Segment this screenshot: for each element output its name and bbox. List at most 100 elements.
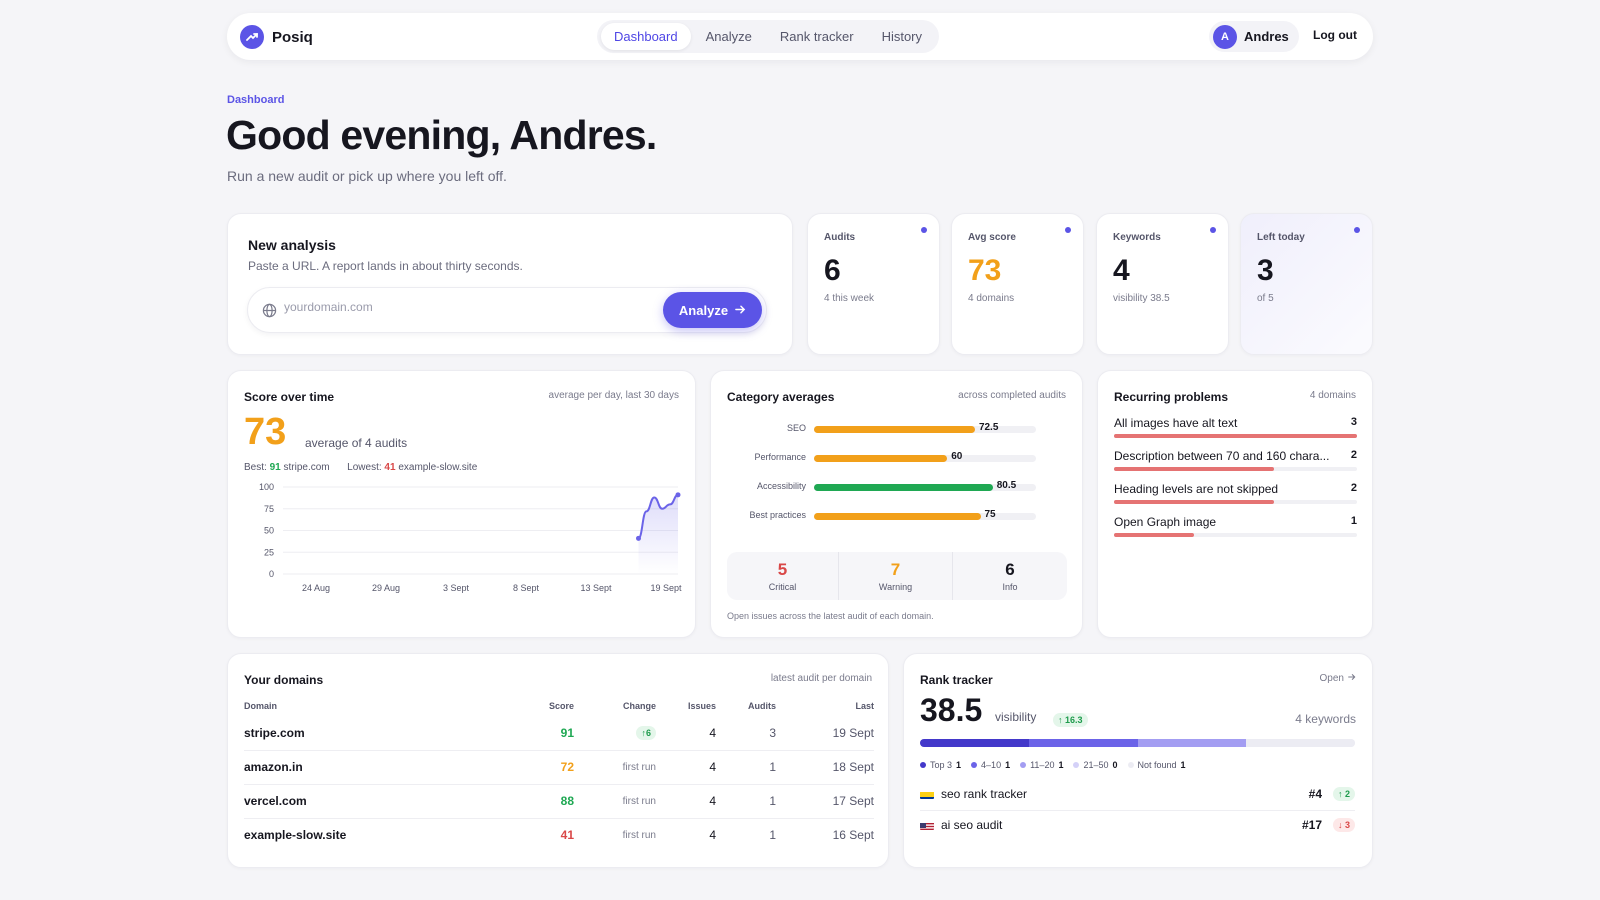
score-chart: 100 75 50 25 0 24 Aug 29 Aug 3 Sept 8 Sept 13 Sep…: [259, 482, 682, 593]
domain-change: ↑6: [574, 716, 656, 751]
stat-label: Avg score: [968, 232, 1016, 243]
domain-audits: 3: [716, 716, 776, 751]
domain-name: example-slow.site: [244, 828, 347, 843]
keyword-rank: #4: [1308, 787, 1322, 801]
category-label: Best practices: [749, 510, 806, 520]
visibility-value: 38.5: [920, 692, 983, 728]
user-name: Andres: [1244, 29, 1289, 44]
domain-issues: 4: [656, 784, 716, 819]
page-title: Good evening, Andres.: [226, 112, 657, 158]
brand[interactable]: Posiq: [240, 25, 313, 49]
score-over-time-card: Score over time average per day, last 30…: [227, 370, 696, 638]
category-label: SEO: [786, 423, 806, 433]
problem-text: Open Graph image: [1114, 515, 1217, 529]
tab-history[interactable]: History: [881, 29, 923, 44]
us-flag-icon: [920, 820, 934, 830]
user-menu[interactable]: A Andres: [1209, 21, 1299, 52]
problem-text: Description between 70 and 160 chara...: [1114, 449, 1330, 463]
rank-open-link[interactable]: Open: [1320, 673, 1356, 684]
category-title: Category averages: [727, 390, 835, 404]
category-bar: [814, 426, 975, 433]
analyze-button[interactable]: Analyze: [663, 292, 762, 328]
stat-card-left-today: Left today 3 of 5: [1240, 213, 1373, 355]
rank-bucket-segment: [1246, 739, 1355, 747]
keyword-row[interactable]: ai seo audit #17 ↓ 3: [920, 812, 1355, 842]
column-header[interactable]: Issues: [687, 701, 716, 711]
domain-change: first run: [622, 829, 656, 841]
y-tick-label: 50: [264, 526, 274, 536]
keyword-row[interactable]: seo rank tracker #4 ↑ 2: [920, 781, 1355, 811]
arrow-right-icon: [1348, 673, 1356, 684]
category-label: Accessibility: [756, 481, 806, 491]
stat-card-keywords: Keywords 4 visibility 38.5: [1096, 213, 1229, 355]
problem-count: 3: [1350, 416, 1357, 428]
table-row[interactable]: vercel.com 88 first run 4 1 17 Sept: [244, 784, 874, 819]
category-bar: [814, 513, 981, 520]
column-header[interactable]: Audits: [748, 701, 776, 711]
globe-icon: [262, 303, 277, 323]
severity-warning: 7 Warning: [839, 552, 953, 600]
tab-analyze[interactable]: Analyze: [705, 29, 752, 44]
x-tick-label: 29 Aug: [372, 583, 400, 593]
new-analysis-card: New analysis Paste a URL. A report lands…: [227, 213, 793, 355]
column-header[interactable]: Last: [855, 701, 874, 711]
tab-dashboard[interactable]: Dashboard: [601, 23, 691, 50]
domain-last: 19 Sept: [776, 716, 874, 751]
table-row[interactable]: stripe.com 91 ↑6 4 3 19 Sept: [244, 716, 874, 751]
severity-label: Warning: [878, 582, 913, 592]
category-note: across completed audits: [958, 390, 1066, 401]
category-value: 72.5: [978, 422, 999, 433]
domain-name: amazon.in: [244, 750, 494, 785]
rank-bucket-segment: [920, 739, 1029, 747]
domain-last: 16 Sept: [832, 828, 874, 843]
tab-rank-tracker[interactable]: Rank tracker: [779, 29, 854, 44]
arrow-right-icon: [735, 303, 746, 318]
keyword-count: 4 keywords: [1295, 712, 1356, 726]
severity-critical: 5 Critical: [727, 552, 839, 600]
problems-note: 4 domains: [1309, 390, 1356, 401]
y-tick-label: 0: [269, 569, 274, 579]
rank-bucket-segment: [1028, 739, 1138, 747]
status-dot: [921, 227, 927, 233]
category-value: 60: [951, 451, 963, 462]
domain-score: 88: [494, 784, 574, 819]
rank-tracker-card: Rank tracker Open 38.5 visibility ↑ 16.3…: [903, 653, 1373, 868]
url-input[interactable]: [284, 300, 644, 314]
score-over-time-title: Score over time: [244, 390, 335, 404]
legend-dot: [1020, 762, 1027, 768]
column-header[interactable]: Score: [548, 701, 574, 711]
problem-count: 2: [1350, 449, 1357, 461]
score-value-label: average of 4 audits: [305, 436, 408, 450]
table-row[interactable]: example-slow.site 41 first run 4 1 16 Sept: [244, 818, 874, 852]
stat-sub: 4 this week: [824, 293, 875, 304]
lowest-score: 41: [384, 462, 396, 473]
domain-change: first run: [574, 750, 656, 785]
keyword-delta: ↑ 2: [1332, 787, 1355, 801]
domain-issues: 4: [656, 716, 716, 751]
y-tick-label: 25: [264, 547, 274, 557]
legend-dot: [1127, 762, 1134, 768]
problem-text: Heading levels are not skipped: [1114, 482, 1279, 496]
problem-count: 2: [1350, 482, 1357, 494]
breadcrumb[interactable]: Dashboard: [227, 94, 285, 106]
stat-sub: of 5: [1257, 293, 1274, 304]
column-header[interactable]: Change: [622, 701, 656, 711]
recurring-problems-card: Recurring problems 4 domains All images …: [1097, 370, 1373, 638]
legend-dot: [1073, 762, 1080, 768]
domain-issues: 4: [709, 828, 716, 843]
stat-card-audits: Audits 6 4 this week: [807, 213, 940, 355]
status-dot: [1210, 227, 1216, 233]
column-header[interactable]: Domain: [244, 701, 278, 711]
severity-label: Critical: [768, 582, 797, 592]
problem-bar: [1114, 467, 1275, 471]
domain-score: 72: [494, 750, 574, 785]
severity-label: Info: [1002, 582, 1018, 592]
table-row[interactable]: amazon.in 72 first run 4 1 18 Sept: [244, 750, 874, 785]
problem-bar: [1114, 434, 1357, 438]
domain-issues: 4: [656, 750, 716, 785]
data-point-start: [636, 535, 641, 541]
domain-name: vercel.com: [244, 784, 494, 819]
avatar: A: [1213, 24, 1237, 49]
score-value: 73: [244, 411, 287, 453]
logout-button[interactable]: Log out: [1313, 28, 1357, 42]
